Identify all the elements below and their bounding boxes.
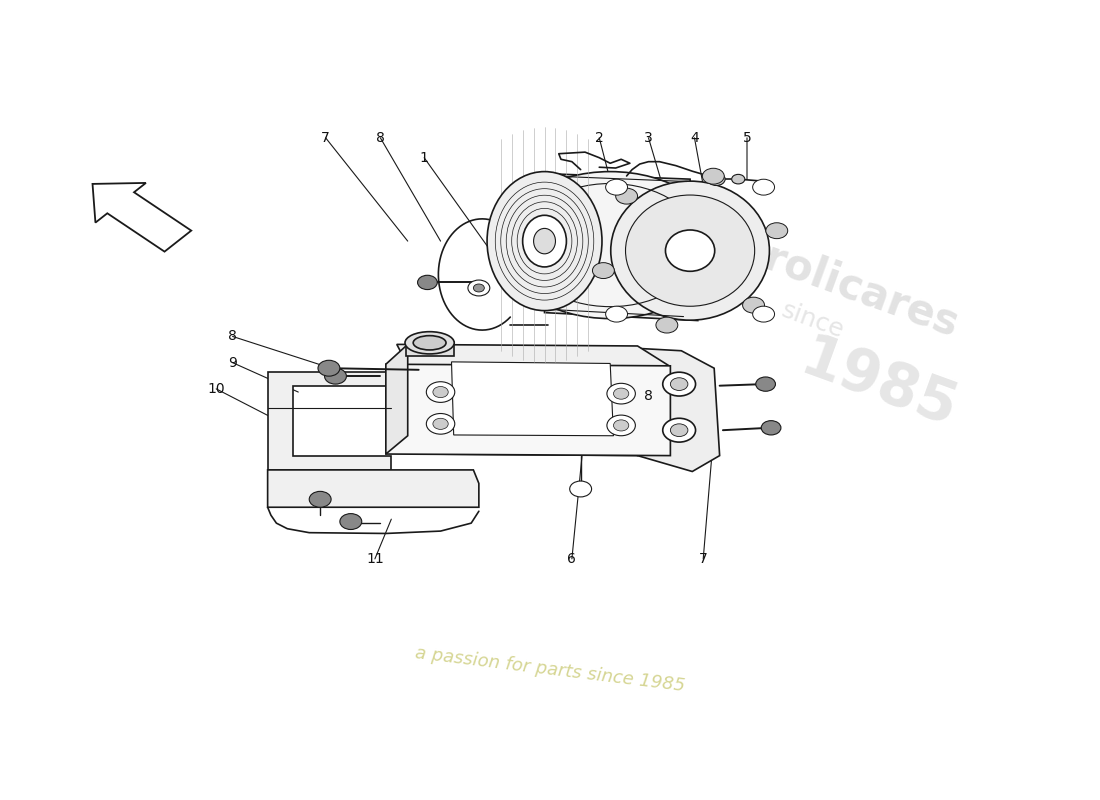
Circle shape — [670, 378, 688, 390]
Text: 7: 7 — [698, 552, 707, 566]
Circle shape — [324, 368, 346, 384]
Circle shape — [473, 284, 484, 292]
Ellipse shape — [500, 171, 719, 318]
Text: since: since — [778, 298, 847, 343]
Circle shape — [418, 275, 438, 290]
Circle shape — [614, 388, 629, 399]
Circle shape — [703, 168, 724, 184]
Text: 8: 8 — [645, 389, 653, 403]
Polygon shape — [406, 342, 453, 356]
Ellipse shape — [522, 215, 566, 267]
Circle shape — [616, 188, 638, 204]
Polygon shape — [92, 183, 191, 252]
Circle shape — [433, 386, 448, 398]
Circle shape — [614, 420, 629, 431]
Text: 3: 3 — [645, 131, 653, 145]
Text: 11: 11 — [366, 552, 384, 566]
Circle shape — [570, 481, 592, 497]
Circle shape — [607, 383, 636, 404]
Text: 1985: 1985 — [792, 330, 965, 438]
Circle shape — [607, 415, 636, 436]
Circle shape — [756, 377, 775, 391]
Circle shape — [318, 360, 340, 376]
Ellipse shape — [666, 230, 715, 271]
Ellipse shape — [626, 195, 755, 306]
Circle shape — [742, 297, 764, 313]
Polygon shape — [638, 348, 719, 471]
Text: 4: 4 — [690, 131, 698, 145]
Ellipse shape — [487, 171, 602, 310]
Circle shape — [593, 262, 614, 278]
Circle shape — [433, 418, 448, 430]
Circle shape — [707, 173, 725, 186]
Text: 10: 10 — [208, 382, 226, 396]
Circle shape — [427, 414, 454, 434]
Ellipse shape — [414, 336, 446, 350]
Text: 2: 2 — [595, 131, 604, 145]
Text: a passion for parts since 1985: a passion for parts since 1985 — [414, 645, 686, 696]
Text: 6: 6 — [568, 552, 576, 566]
Polygon shape — [419, 346, 638, 456]
Polygon shape — [386, 344, 408, 454]
Circle shape — [670, 424, 688, 437]
Text: 9: 9 — [228, 356, 236, 370]
Circle shape — [468, 280, 490, 296]
Polygon shape — [397, 344, 670, 366]
Text: 8: 8 — [376, 131, 385, 145]
Circle shape — [752, 306, 774, 322]
Polygon shape — [386, 364, 670, 456]
Polygon shape — [267, 470, 478, 507]
Circle shape — [309, 491, 331, 507]
Ellipse shape — [534, 229, 556, 254]
Circle shape — [761, 421, 781, 435]
Polygon shape — [451, 362, 614, 436]
Circle shape — [766, 222, 788, 238]
Text: 5: 5 — [742, 131, 751, 145]
Circle shape — [752, 179, 774, 195]
Text: 1: 1 — [420, 150, 429, 165]
Ellipse shape — [405, 332, 454, 354]
Text: 7: 7 — [321, 131, 330, 145]
Circle shape — [656, 317, 678, 333]
Circle shape — [606, 179, 627, 195]
Circle shape — [427, 382, 454, 402]
Circle shape — [662, 418, 695, 442]
Text: 8: 8 — [228, 330, 236, 343]
Text: eurolicares: eurolicares — [704, 216, 965, 346]
Polygon shape — [267, 372, 392, 470]
Ellipse shape — [610, 181, 769, 320]
Circle shape — [662, 372, 695, 396]
Circle shape — [732, 174, 745, 184]
Circle shape — [340, 514, 362, 530]
Circle shape — [606, 306, 627, 322]
Polygon shape — [544, 174, 697, 321]
